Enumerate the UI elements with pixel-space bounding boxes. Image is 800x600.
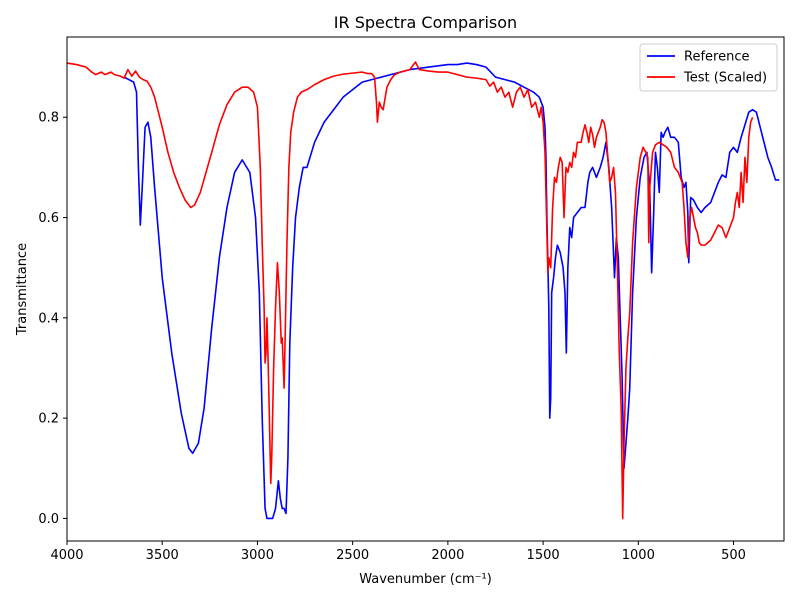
axes-frame xyxy=(66,36,785,542)
legend: Reference Test (Scaled) xyxy=(639,43,778,92)
y-tick-label: 0.8 xyxy=(38,111,59,126)
x-tick-label: 500 xyxy=(721,548,746,563)
y-axis: 0.0 0.2 0.4 0.6 0.8 xyxy=(38,111,67,527)
series-line-reference xyxy=(123,62,780,520)
y-tick-label: 0.2 xyxy=(38,412,59,427)
x-tick-label: 3000 xyxy=(241,548,274,563)
x-axis: 4000 3500 3000 2500 2000 1500 1000 500 xyxy=(50,541,746,563)
x-tick-label: 4000 xyxy=(50,548,83,563)
chart-title: IR Spectra Comparison xyxy=(334,13,517,32)
y-tick-label: 0.6 xyxy=(38,211,59,226)
x-tick-label: 2000 xyxy=(431,548,464,563)
x-tick-label: 1000 xyxy=(622,548,655,563)
series-line-test-scaled xyxy=(67,61,754,520)
series-group xyxy=(67,61,780,520)
y-tick-label: 0.4 xyxy=(38,311,59,326)
plot-area: 4000 3500 3000 2500 2000 1500 1000 500 0.00.20.… xyxy=(38,36,785,563)
x-axis-label: Wavenumber (cm⁻¹) xyxy=(359,572,492,587)
y-axis-label: Transmittance xyxy=(15,243,30,336)
y-tick-label: 0.0 xyxy=(38,512,59,527)
x-tick-label: 1500 xyxy=(527,548,560,563)
legend-label: Test (Scaled) xyxy=(683,71,767,86)
legend-label: Reference xyxy=(684,50,749,65)
x-tick-label: 3500 xyxy=(146,548,179,563)
x-tick-label: 2500 xyxy=(336,548,369,563)
